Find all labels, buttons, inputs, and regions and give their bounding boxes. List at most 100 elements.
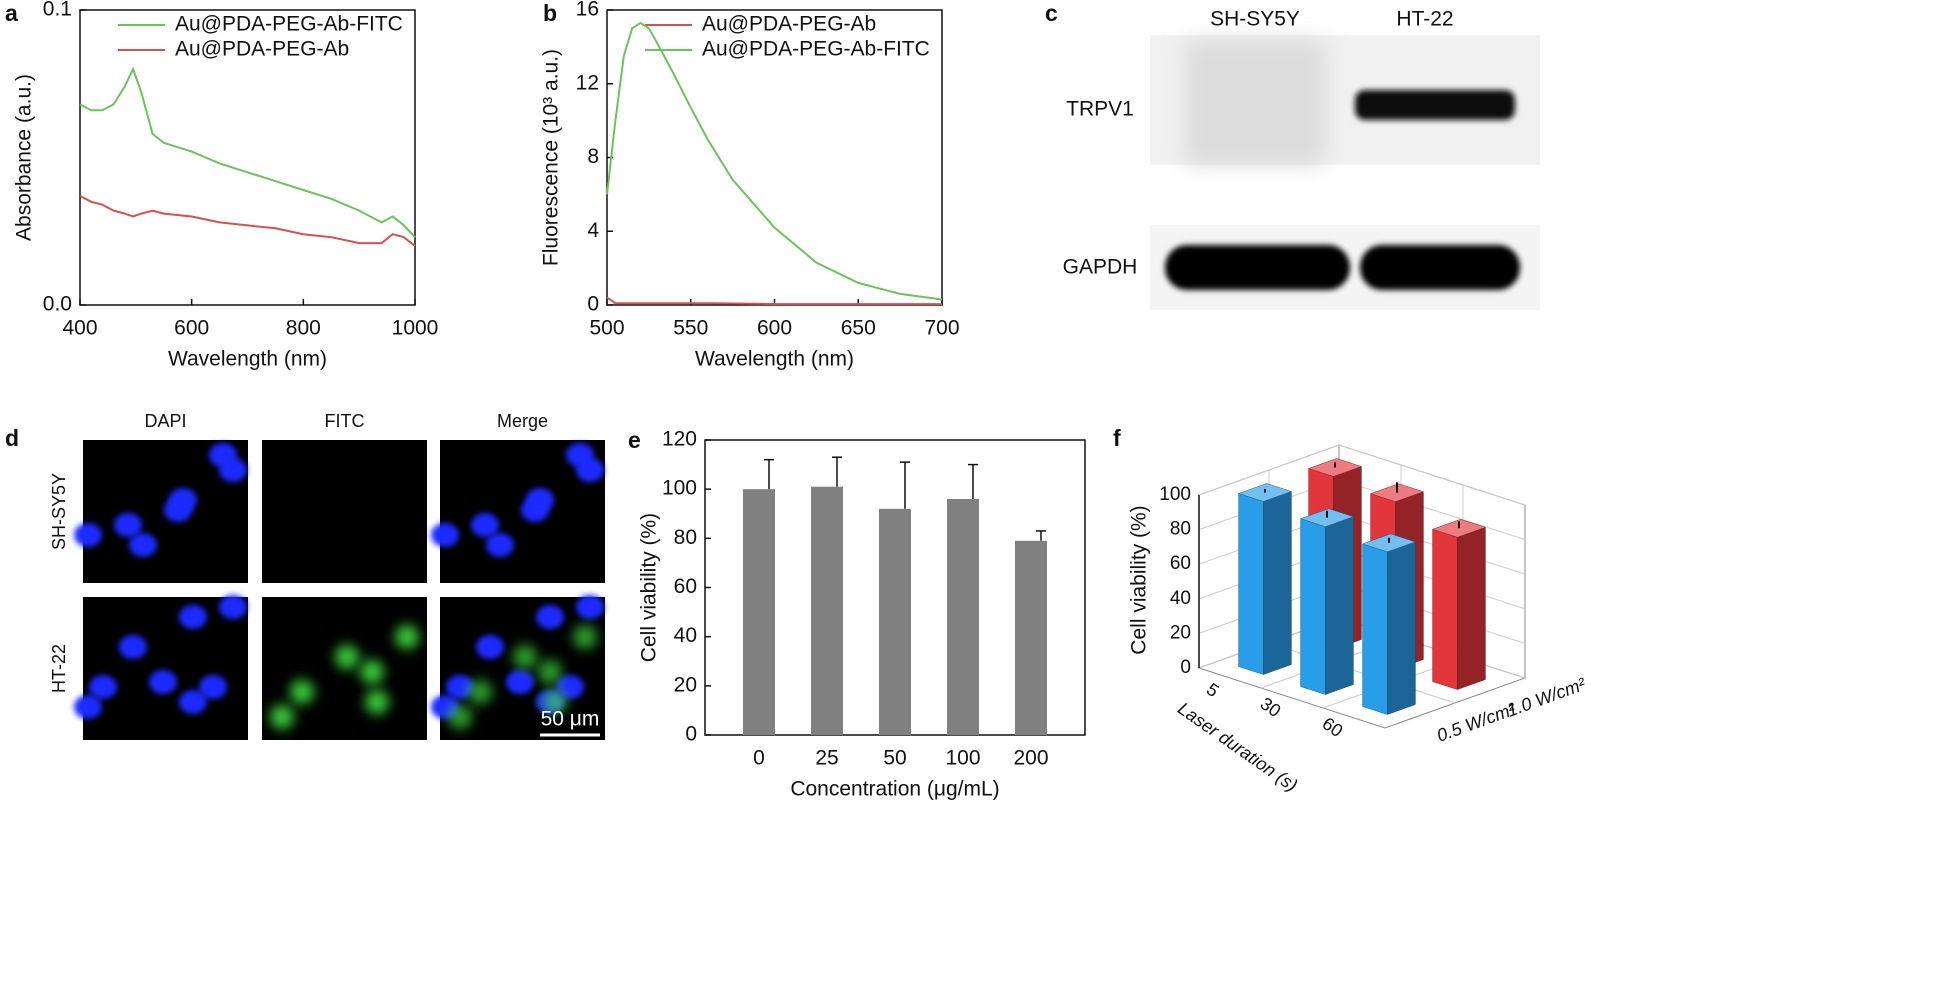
y-tick-label: 16 — [576, 0, 599, 21]
bar — [879, 508, 911, 735]
protein-label: TRPV1 — [1066, 98, 1134, 121]
nucleus — [209, 443, 237, 467]
nucleus — [149, 670, 177, 694]
bar-side — [1457, 526, 1486, 690]
y-tick-label: 0 — [1180, 657, 1191, 678]
x-tick-label: 800 — [286, 317, 321, 340]
y-axis-label: Cell viability (%) — [1128, 505, 1151, 654]
bar — [1431, 519, 1487, 690]
y-tick-label: 100 — [662, 477, 697, 500]
x-axis-label: Laser duration (s) — [1174, 698, 1301, 795]
fluorescence — [74, 595, 247, 719]
blot-band — [1355, 90, 1515, 120]
nucleus — [74, 523, 102, 547]
y-tick-label: 0 — [685, 723, 697, 746]
nucleus — [219, 595, 247, 619]
x-tick-label: 0 — [753, 747, 765, 770]
nucleus — [169, 488, 197, 512]
fitc-signal — [365, 690, 389, 714]
data-line — [606, 296, 942, 306]
x-tick-label: 100 — [945, 747, 980, 770]
channel-label: DAPI — [144, 411, 186, 431]
nucleus — [526, 488, 554, 512]
bar-side — [1263, 491, 1292, 675]
panel-label: d — [5, 425, 19, 451]
data-line — [79, 66, 416, 238]
x-tick-label: 500 — [589, 317, 624, 340]
blot-smudge — [1185, 40, 1325, 165]
nucleus — [446, 675, 474, 699]
nucleus — [431, 523, 459, 547]
bar — [1299, 508, 1355, 695]
channel-label: FITC — [325, 411, 365, 431]
y-tick-label: 80 — [1170, 519, 1191, 540]
legend-label: Au@PDA-PEG-Ab — [175, 38, 349, 61]
y-tick-label: 60 — [1170, 553, 1191, 574]
bar-top — [1361, 533, 1417, 553]
panel-label: b — [543, 0, 557, 26]
bar — [947, 499, 979, 735]
x-tick-label: 1000 — [392, 317, 439, 340]
legend-label: Au@PDA-PEG-Ab-FITC — [175, 13, 403, 36]
x-tick-label: 400 — [62, 317, 97, 340]
fluorescence — [270, 625, 419, 729]
y-tick-label: 40 — [674, 624, 697, 647]
nucleus — [486, 533, 514, 557]
nucleus — [566, 443, 594, 467]
nucleus — [179, 690, 207, 714]
bar-front — [1300, 518, 1326, 695]
y-tick-label: 20 — [674, 673, 697, 696]
bar-top — [1369, 483, 1425, 502]
y-tick-label: 0.1 — [43, 0, 72, 21]
bar-top — [1431, 519, 1487, 538]
fitc-signal — [290, 680, 314, 704]
fluorescence — [431, 443, 604, 557]
x-axis-label: Concentration (μg/mL) — [790, 778, 999, 801]
nucleus — [129, 533, 157, 557]
blot-band — [1360, 245, 1520, 290]
y-tick-label: 40 — [1170, 588, 1191, 609]
legend-label: Au@PDA-PEG-Ab-FITC — [702, 38, 930, 61]
nucleus — [506, 670, 534, 694]
data-line — [79, 195, 416, 247]
x-tick-label: 200 — [1013, 747, 1048, 770]
nucleus — [476, 635, 504, 659]
x-tick-label: 25 — [815, 747, 838, 770]
fitc-signal — [573, 625, 597, 649]
x-tick-label: 600 — [757, 317, 792, 340]
fitc-signal — [448, 705, 472, 729]
bar-front — [1362, 543, 1388, 715]
lane-label: HT-22 — [1396, 8, 1453, 31]
bar — [1015, 540, 1047, 735]
x-tick-label: 650 — [841, 317, 876, 340]
row-label: SH-SY5Y — [49, 473, 69, 550]
fitc-signal — [335, 645, 359, 669]
grid-line — [1198, 444, 1526, 506]
x-tick-label: 50 — [883, 747, 906, 770]
fitc-signal — [538, 660, 562, 684]
panel-label: e — [628, 427, 641, 453]
y-tick-label: 100 — [1159, 484, 1191, 505]
nucleus — [114, 513, 142, 537]
legend-label: Au@PDA-PEG-Ab — [702, 13, 876, 36]
bar — [743, 489, 775, 735]
x-tick-label: 5 — [1203, 679, 1223, 701]
bar-top — [1299, 508, 1355, 527]
bar-front — [1432, 528, 1458, 690]
x-tick-label: 600 — [174, 317, 209, 340]
plot-frame — [79, 9, 416, 306]
nucleus — [576, 595, 604, 619]
micrograph — [83, 597, 248, 740]
scale-bar-label: 50 μm — [541, 708, 600, 731]
y-tick-label: 120 — [662, 428, 697, 451]
y-tick-label: 12 — [576, 71, 599, 94]
x-axis-label: Wavelength (nm) — [695, 348, 854, 371]
y-tick-label: 60 — [674, 575, 697, 598]
micrograph — [262, 440, 427, 583]
bar — [1237, 483, 1293, 675]
nucleus — [119, 635, 147, 659]
microscopy: d DAPI FITC Merge SH-SY5Y HT-22 50 μm — [5, 411, 605, 740]
fluorescence — [74, 443, 247, 557]
y-tick-label: 20 — [1170, 622, 1191, 643]
x-tick-label: 550 — [673, 317, 708, 340]
